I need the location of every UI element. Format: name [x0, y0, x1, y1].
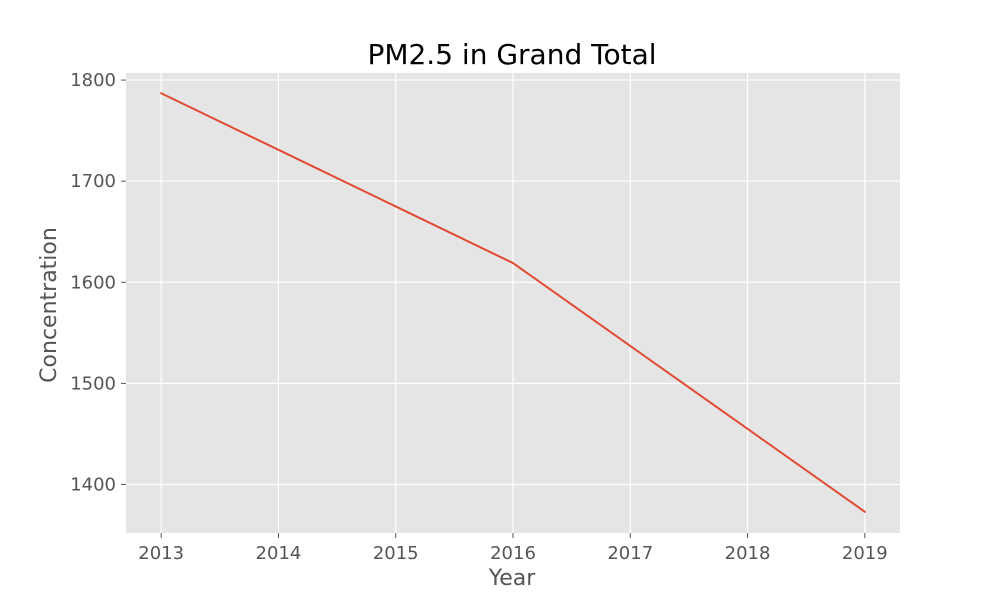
grid: [126, 73, 900, 533]
x-tick-label: 2016: [490, 543, 536, 564]
y-tick-label: 1800: [70, 70, 116, 91]
y-tick-label: 1700: [70, 171, 116, 192]
y-tick-label: 1500: [70, 373, 116, 394]
x-tick-label: 2014: [256, 543, 302, 564]
x-axis-label: Year: [488, 566, 537, 591]
series-line: [160, 92, 866, 513]
series-lines: [160, 92, 866, 513]
x-tick-label: 2017: [607, 543, 653, 564]
y-tick-label: 1400: [70, 474, 116, 495]
y-axis-label: Concentration: [37, 227, 62, 383]
chart-title: PM2.5 in Grand Total: [367, 38, 656, 71]
x-tick-label: 2018: [725, 543, 771, 564]
x-tick-label: 2013: [138, 543, 184, 564]
x-tick-label: 2019: [842, 543, 888, 564]
y-tick-label: 1600: [70, 272, 116, 293]
x-tick-label: 2015: [373, 543, 419, 564]
axis-ticks: 2013 2014 2015 2016 2017 2018 2019 1400 1500 1600…: [70, 70, 888, 564]
